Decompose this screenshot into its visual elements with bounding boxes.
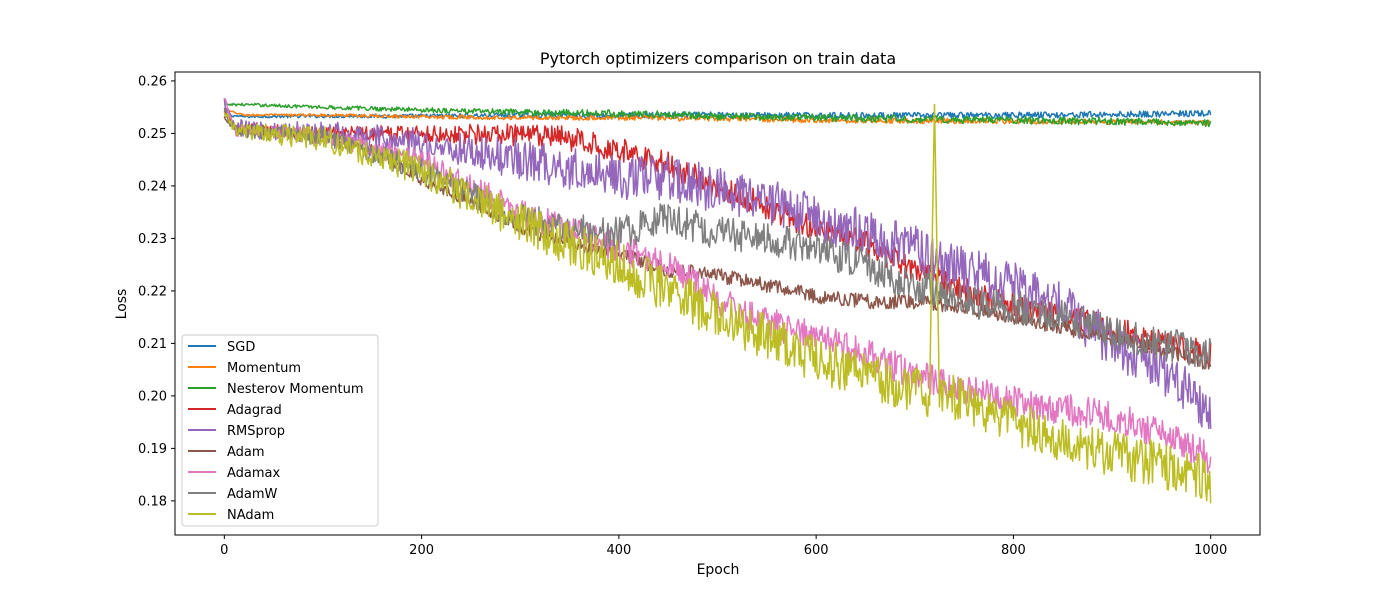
legend-label: Adagrad [227,403,282,418]
series-line-momentum [223,108,1212,126]
y-tick-label: 0.22 [138,284,167,299]
y-tick-label: 0.26 [138,74,167,89]
x-axis: 0 200 400 600 800 1000 [220,535,1227,558]
legend-label: NAdam [227,508,274,523]
y-axis: 0.18 0.19 0.20 0.21 0.22 0.23 0.24 0.25 0.26 [138,74,175,509]
x-tick-label: 1000 [1194,543,1227,558]
y-tick-label: 0.21 [138,337,167,352]
legend-label: Adam [227,445,265,460]
plot-frame [174,71,1261,536]
y-tick-label: 0.19 [138,442,167,457]
x-axis-label: Epoch [697,562,740,578]
series-layer [223,98,1212,504]
legend-label: SGD [227,340,255,355]
x-tick-label: 0 [220,543,228,558]
legend-box [181,334,379,527]
x-tick-label: 600 [804,543,829,558]
legend-label: Nesterov Momentum [227,382,364,397]
y-tick-label: 0.23 [138,232,167,247]
legend-label: RMSprop [227,424,285,439]
series-line-nesterov-momentum [224,102,1212,128]
legend-label: Adamax [227,466,281,481]
series-line-nadam [223,103,1212,504]
y-axis-label: Loss [114,289,130,320]
y-tick-label: 0.24 [138,179,167,194]
y-tick-label: 0.25 [138,127,167,142]
y-tick-label: 0.20 [138,389,167,404]
x-tick-label: 400 [606,543,631,558]
x-tick-label: 200 [409,543,434,558]
legend-label: AdamW [227,487,278,502]
legend-label: Momentum [227,361,301,376]
y-tick-label: 0.18 [138,494,167,509]
chart-title: Pytorch optimizers comparison on train d… [540,49,896,68]
legend: SGD Momentum Nesterov Momentum Adagrad RMSpr… [181,334,379,527]
x-tick-label: 800 [1001,543,1026,558]
